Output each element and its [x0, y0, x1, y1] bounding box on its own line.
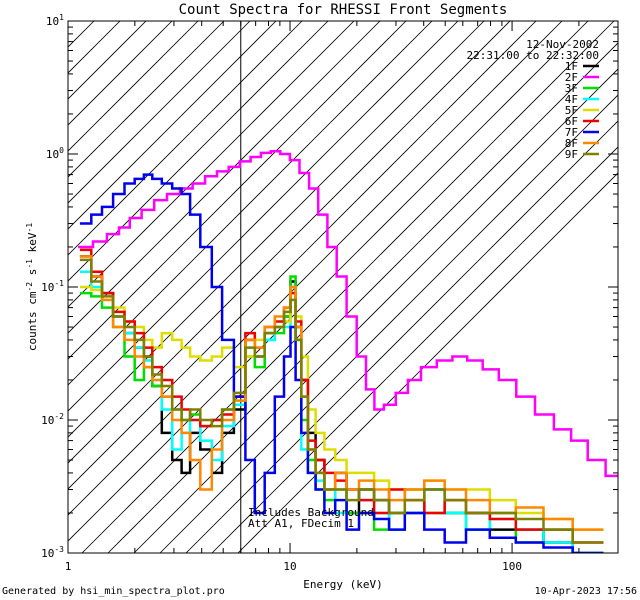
hatch-line — [68, 21, 433, 386]
axis-ticks: 1 10 100 10-3 10-2 10-1 100 101 — [41, 13, 619, 573]
hatch-line — [68, 21, 329, 282]
hatch-line — [237, 172, 618, 553]
legend-label-6F: 6F — [565, 115, 578, 128]
hatch-line — [68, 21, 407, 360]
legend-label-3F: 3F — [565, 82, 578, 95]
x-axis-label: Energy (keV) — [303, 578, 382, 591]
series-2F — [78, 149, 618, 478]
hatch-line — [107, 42, 618, 553]
hatch-line — [68, 21, 537, 490]
y-label-sup2: -1 — [25, 259, 34, 269]
series-9F — [79, 258, 604, 544]
legend-label-5F: 5F — [565, 104, 578, 117]
footer-generated-by: Generated by hsi_min_spectra_plot.pro — [2, 586, 225, 597]
y-label-sup3: -1 — [25, 223, 34, 233]
hatched-region — [68, 21, 618, 553]
time-range-label: 22:31:00 to 22:32:00 — [467, 49, 599, 62]
hatch-line — [211, 146, 618, 553]
hatch-line — [81, 21, 615, 553]
y-label-mid: s — [26, 269, 39, 282]
y-tick-label: 101 — [46, 13, 64, 28]
chart-title: Count Spectra for RHESSI Front Segments — [179, 2, 508, 18]
hatch-line — [68, 21, 589, 542]
y-tick-label: 10-1 — [41, 279, 64, 294]
y-tick-label: 100 — [46, 146, 64, 161]
hatch-line — [68, 21, 511, 464]
series-7F — [79, 173, 604, 553]
y-label-tail: keV — [26, 232, 39, 259]
hatch-line — [68, 21, 173, 126]
annotation-background: Includes Background — [248, 506, 374, 519]
x-tick-label: 10 — [283, 560, 296, 573]
legend-label-7F: 7F — [565, 126, 578, 139]
annotation-attenuator: Att A1, FDecim 1 — [248, 517, 354, 530]
y-axis-label: counts cm-2 s-1 keV-1 — [25, 223, 39, 351]
x-tick-label: 1 — [65, 560, 72, 573]
hatch-line — [68, 21, 459, 412]
footer-timestamp: 10-Apr-2023 17:56 — [535, 586, 637, 597]
series-layer — [78, 149, 618, 553]
hatch-line — [68, 21, 303, 256]
x-tick-label: 100 — [502, 560, 522, 573]
legend-label-8F: 8F — [565, 137, 578, 150]
y-tick-label: 10-2 — [41, 412, 64, 427]
hatch-line — [68, 21, 225, 178]
hatch-line — [68, 21, 251, 204]
hatch-line — [68, 21, 381, 334]
hatch-line — [68, 21, 277, 230]
y-tick-label: 10-3 — [41, 545, 64, 560]
date-label: 12-Nov-2002 — [526, 38, 599, 51]
legend-label-9F: 9F — [565, 148, 578, 161]
legend-label-2F: 2F — [565, 71, 578, 84]
hatch-line — [68, 21, 199, 152]
y-label-main: counts cm — [26, 291, 39, 351]
legend-label-1F: 1F — [565, 60, 578, 73]
legend-label-4F: 4F — [565, 93, 578, 106]
y-label-sup1: -2 — [25, 282, 34, 292]
hatch-line — [159, 94, 618, 553]
